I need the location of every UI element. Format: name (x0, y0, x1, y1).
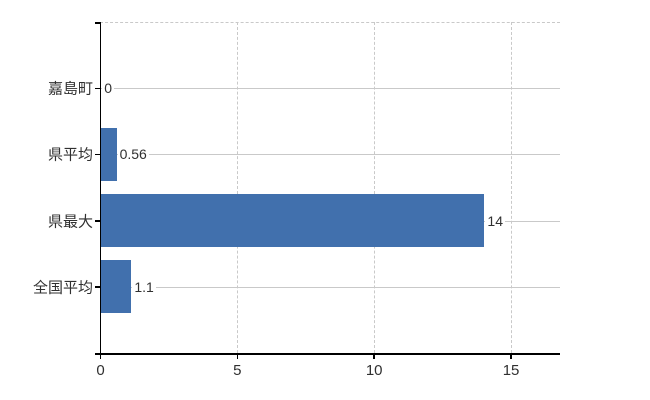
y-tick-row (94, 153, 101, 156)
x-tick-label: 10 (365, 362, 383, 379)
gridline-row (100, 286, 560, 288)
bar-2 (101, 194, 485, 248)
gridline-row (100, 154, 560, 156)
category-label: 嘉島町 (47, 80, 93, 98)
gridline-row (100, 88, 560, 90)
category-label: 県最大 (47, 213, 93, 231)
x-tick-label: 0 (96, 362, 105, 379)
x-axis (94, 353, 560, 355)
bar-3 (101, 260, 132, 314)
y-axis (99, 22, 102, 359)
y-tick-top (94, 22, 101, 24)
gridline-x-5 (237, 22, 239, 353)
value-label: 1.1 (132, 278, 156, 295)
value-label: 14 (485, 212, 505, 229)
y-tick-row (94, 286, 101, 288)
x-tick-label: 15 (502, 362, 520, 379)
x-tick-label: 5 (233, 362, 242, 379)
y-tick-row (94, 87, 101, 90)
value-label: 0.56 (117, 146, 149, 163)
x-tick-15 (510, 353, 512, 359)
value-label: 0 (102, 80, 115, 97)
category-label: 県平均 (47, 146, 93, 164)
category-label: 全国平均 (32, 279, 93, 297)
bar-1 (101, 127, 117, 181)
gridline-x-15 (511, 22, 513, 353)
x-tick-10 (373, 353, 375, 359)
x-tick-5 (236, 353, 239, 359)
gridline-x-10 (374, 22, 376, 353)
y-tick-row (94, 220, 101, 222)
gridline-top (100, 22, 560, 23)
